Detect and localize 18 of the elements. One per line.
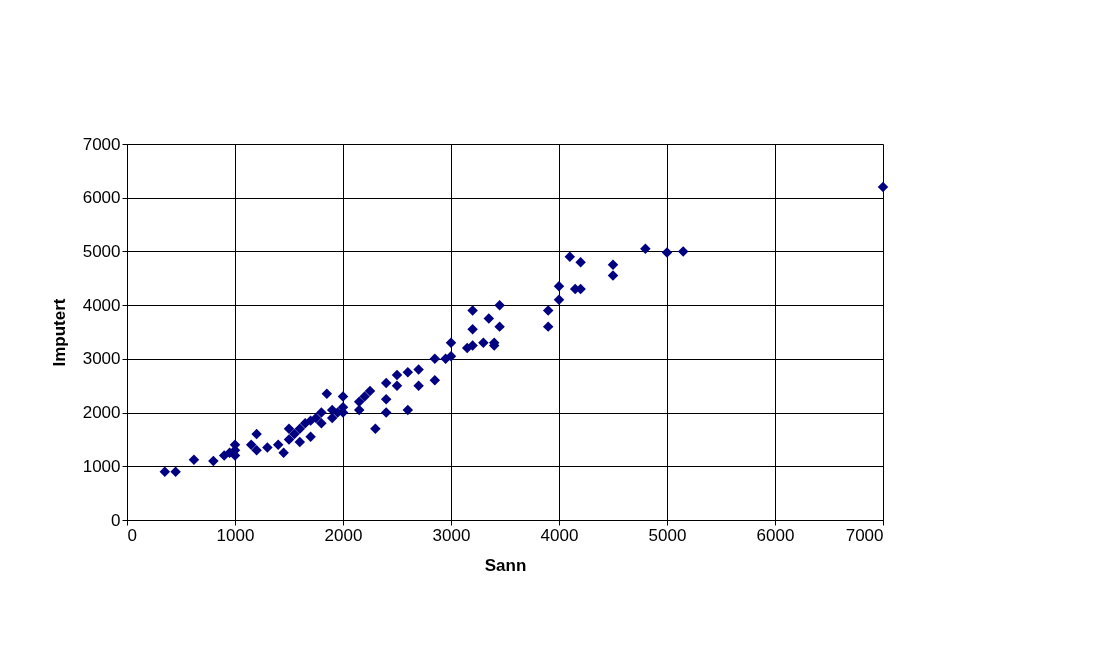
y-tick-label: 3000: [82, 349, 121, 369]
x-tick-label: 2000: [324, 525, 363, 545]
y-tick-label: 7000: [82, 134, 121, 154]
y-tick-label: 1000: [82, 456, 121, 476]
x-tick-label: 0: [127, 525, 137, 545]
x-tick-label: 5000: [648, 525, 687, 545]
x-tick-label: 4000: [540, 525, 579, 545]
y-tick-label: 5000: [82, 241, 121, 261]
x-tick-label: 7000: [845, 525, 884, 545]
y-axis-title: Imputert: [49, 298, 69, 367]
x-axis-title: Sann: [484, 555, 527, 575]
y-tick-label: 2000: [82, 403, 121, 423]
y-tick-label: 4000: [82, 295, 121, 315]
y-tick-label: 0: [111, 510, 121, 530]
x-tick-label: 1000: [216, 525, 255, 545]
x-tick-label: 6000: [756, 525, 795, 545]
x-tick-label: 3000: [432, 525, 471, 545]
y-tick-label: 6000: [82, 188, 121, 208]
